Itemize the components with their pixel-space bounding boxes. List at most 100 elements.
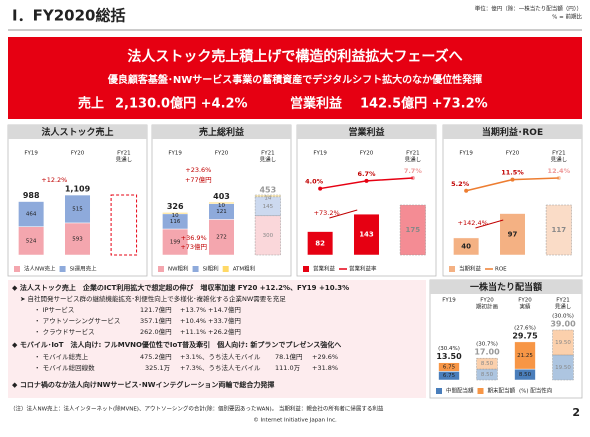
item: +7.3%、うち法人モバイル xyxy=(180,363,261,372)
category-label: FY21 xyxy=(406,151,420,157)
category-label: FY19 xyxy=(459,151,473,157)
mobile-heading: ◆ モバイル･IoT 法人向け: フルMVNO優位性でIoT普及牽引 個人向け:… xyxy=(12,340,341,349)
stock-heading: ◆ 法人ストック売上 企業のICT利用拡大で想定超の伸び 増収率加速 FY20 … xyxy=(12,283,349,292)
legend-label: NW粗利 xyxy=(168,265,189,273)
segment-label: 19.50 xyxy=(555,340,571,346)
segment-label: 199 xyxy=(170,239,181,245)
legend-swatch xyxy=(449,266,455,272)
segment-label: 6.75 xyxy=(443,373,456,379)
segment-label: 40 xyxy=(461,242,471,250)
category-label: FY20 xyxy=(71,151,85,157)
item: +26.2億円 xyxy=(208,327,241,336)
category-label: FY19 xyxy=(24,151,38,157)
segment-label: 121 xyxy=(216,209,227,215)
item: ・ クラウドサービス xyxy=(34,327,95,336)
segment-label: 10 xyxy=(218,203,225,209)
bar-segment xyxy=(399,204,426,256)
bar-segment xyxy=(208,219,235,256)
line-point xyxy=(464,188,469,193)
segment-label: 175 xyxy=(406,226,421,234)
payout-label: (30.7%) xyxy=(476,342,498,348)
growth-arrow xyxy=(329,209,358,219)
item: 111.0万 xyxy=(275,364,301,372)
segment-label: 8.50 xyxy=(481,372,494,378)
segment-label: 515 xyxy=(72,206,83,212)
legend-label: 期末配当額 xyxy=(488,387,516,395)
legend-label: 中間配当額 xyxy=(446,387,474,395)
bar-segment xyxy=(514,341,536,370)
category-label: FY20 xyxy=(480,298,494,304)
banner xyxy=(8,37,582,119)
bar-segment xyxy=(499,213,526,256)
slide-title: Ⅰ．FY2020総括 xyxy=(12,7,125,25)
legend-swatch xyxy=(59,266,66,272)
legend-swatch xyxy=(14,266,20,272)
bar-segment xyxy=(162,212,189,215)
panel-header xyxy=(297,125,436,139)
highlights-box xyxy=(8,280,426,398)
total-label: 13.50 xyxy=(436,352,462,361)
banner-headline: 法人ストック売上積上げで構造的利益拡大フェーズへ xyxy=(127,48,462,65)
copyright: © Internet Initiative Japan Inc. xyxy=(253,417,337,424)
item: 325.1万 xyxy=(145,364,171,372)
segment-label: 6.75 xyxy=(443,365,456,371)
total-label: 403 xyxy=(213,192,230,201)
item: +3.1%、うち法人モバイル xyxy=(180,352,261,361)
item: ・ モバイル総売上 xyxy=(34,352,89,361)
legend-label: ROE xyxy=(495,267,507,273)
total-label: 453 xyxy=(259,185,276,194)
payout-label: (30.4%) xyxy=(438,346,460,352)
category-label: FY20 xyxy=(215,151,229,157)
category-note: 見通し xyxy=(551,156,568,164)
pct-note: % = 前期比 xyxy=(552,13,582,21)
bar-segment xyxy=(552,329,574,356)
legend-swatch xyxy=(477,388,484,394)
line-label: 4.0% xyxy=(305,178,324,186)
category-label: FY20 xyxy=(360,151,374,157)
category-note: 見通し xyxy=(116,156,133,164)
item: 475.2億円 xyxy=(140,352,172,361)
legend-swatch xyxy=(303,266,309,272)
category-note: 期初計画 xyxy=(476,303,498,311)
legend-label: 営業利益 xyxy=(313,265,336,273)
panel-title: 当期利益･ROE xyxy=(482,126,543,138)
segment-label: 145 xyxy=(263,204,274,210)
bar-segment xyxy=(438,362,460,372)
segment-label: 116 xyxy=(170,219,181,225)
segment-label: 14 xyxy=(264,196,271,202)
item: +14.7億円 xyxy=(208,305,241,314)
op-label: 営業利益 xyxy=(290,96,342,112)
item: +33.7億円 xyxy=(208,316,241,325)
annotation: +77億円 xyxy=(185,175,212,184)
legend-label: SI運用売上 xyxy=(70,265,98,273)
op-value: 142.5億円 +73.2% xyxy=(360,96,488,112)
bar-segment xyxy=(64,222,91,256)
category-label: FY20 xyxy=(506,151,520,157)
category-note: 見通し xyxy=(405,156,422,164)
legend-label: 法人NW売上 xyxy=(24,265,56,273)
line-point xyxy=(510,177,515,182)
legend-label: 営業利益率 xyxy=(349,265,377,273)
sales-label: 売上 xyxy=(78,96,104,112)
line-label: 7.7% xyxy=(404,167,423,175)
item: 357.1億円 xyxy=(140,316,172,325)
unit-note: 単位：億円（除：一株当たり配当額（円）） xyxy=(475,5,582,13)
corona-heading: ◆ コロナ禍のなか法人向けNWサービス･NWインテグレーション両輪で総合力発揮 xyxy=(12,380,274,389)
annotation: +36.9% xyxy=(181,234,207,242)
stock-sub: ➤ 自社開発サービス群の継続機能拡充･利便性向上で多様化･複雑化する企業NW需要… xyxy=(20,294,286,303)
category-label: FY21 xyxy=(556,298,570,304)
segment-label: 143 xyxy=(359,231,374,239)
bar-segment xyxy=(552,354,574,381)
segment-label: 464 xyxy=(26,212,37,218)
legend-label: ATM粗利 xyxy=(233,265,255,273)
line-label: 12.4% xyxy=(548,167,571,175)
bar-segment xyxy=(545,204,572,256)
bar-segment xyxy=(64,194,91,224)
category-label: FY19 xyxy=(168,151,182,157)
legend-swatch xyxy=(192,266,199,272)
item: +31.8% xyxy=(312,364,338,372)
panel-title: 法人ストック売上 xyxy=(41,126,113,138)
annotation: +73億円 xyxy=(180,242,207,251)
item: 262.0億円 xyxy=(140,327,172,336)
page-number: 2 xyxy=(572,406,580,419)
